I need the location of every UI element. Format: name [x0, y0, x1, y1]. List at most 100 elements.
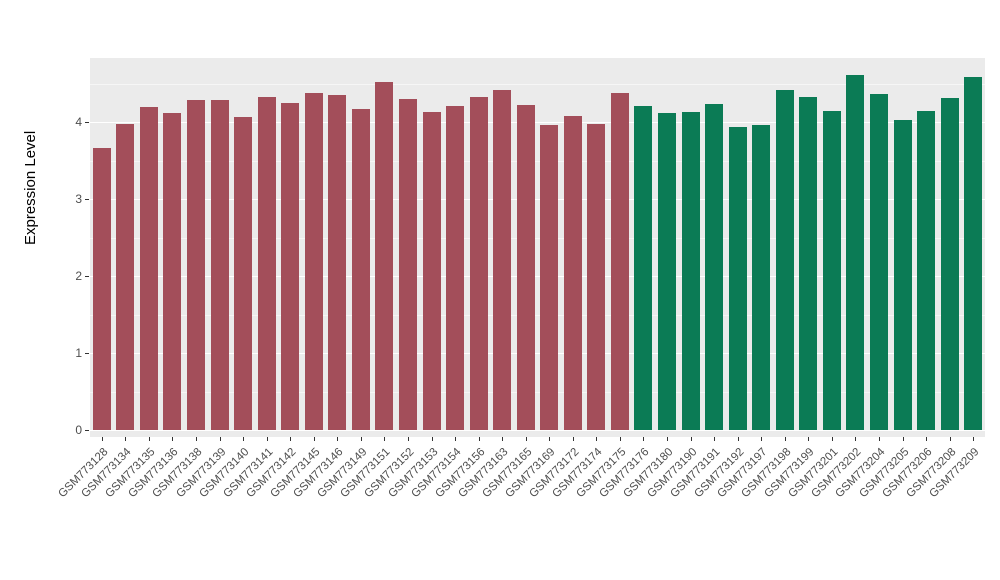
- y-tick-label: 4: [75, 115, 82, 129]
- bar: [281, 102, 300, 430]
- bar: [587, 123, 606, 430]
- bar: [940, 98, 959, 430]
- bar: [705, 104, 724, 430]
- y-tick-label: 0: [75, 423, 82, 437]
- x-tick-mark: [831, 437, 833, 441]
- x-tick-mark: [313, 437, 315, 441]
- bar: [681, 112, 700, 430]
- x-tick-mark: [973, 437, 975, 441]
- x-tick-mark: [172, 437, 174, 441]
- bar: [917, 111, 936, 430]
- gridline-minor: [90, 237, 985, 239]
- bar: [775, 90, 794, 430]
- x-tick-mark: [855, 437, 857, 441]
- x-tick-mark: [478, 437, 480, 441]
- gridline-minor: [90, 391, 985, 393]
- bar: [469, 96, 488, 430]
- bar: [234, 117, 253, 430]
- y-tick-label: 2: [75, 269, 82, 283]
- plot-panel: [90, 58, 985, 437]
- x-tick-mark: [243, 437, 245, 441]
- x-tick-mark: [879, 437, 880, 441]
- y-axis-title: Expression Level: [22, 130, 39, 245]
- bar: [822, 111, 841, 430]
- bar: [846, 75, 865, 430]
- x-tick-mark: [384, 437, 386, 441]
- x-tick-mark: [902, 437, 904, 441]
- bar: [139, 106, 158, 430]
- bar: [540, 125, 559, 430]
- bar: [493, 89, 512, 430]
- x-tick-mark: [101, 437, 103, 441]
- y-tick-mark: [85, 276, 89, 277]
- x-tick-mark: [549, 437, 551, 441]
- gridline-minor: [90, 160, 985, 162]
- x-tick-mark: [643, 437, 645, 441]
- gridline-major: [90, 276, 985, 277]
- y-tick-mark: [85, 199, 89, 200]
- x-tick-mark: [407, 437, 409, 441]
- bar: [870, 94, 888, 430]
- x-tick-mark: [219, 437, 221, 441]
- x-tick-mark: [596, 437, 598, 441]
- gridline-major: [90, 122, 985, 123]
- x-tick-mark: [690, 437, 692, 441]
- bar: [398, 98, 417, 430]
- bar: [328, 95, 347, 430]
- bar: [728, 126, 747, 430]
- x-tick-mark: [619, 437, 621, 441]
- x-tick-mark: [148, 437, 150, 441]
- bar: [752, 125, 771, 430]
- bar: [446, 105, 465, 430]
- y-tick-mark: [85, 430, 89, 431]
- gridline-minor: [90, 314, 985, 316]
- y-tick-mark: [85, 353, 89, 354]
- bar: [375, 81, 394, 430]
- bar: [658, 112, 677, 430]
- gridline-major: [90, 430, 985, 431]
- x-tick-mark: [502, 437, 504, 441]
- bar: [610, 92, 629, 430]
- x-tick-mark: [808, 437, 810, 441]
- bar: [634, 105, 653, 430]
- bar: [422, 112, 441, 430]
- bar: [893, 119, 912, 430]
- bar: [92, 148, 111, 430]
- bar: [351, 108, 370, 430]
- x-tick-mark: [949, 437, 951, 441]
- x-tick-mark: [525, 437, 527, 441]
- bar: [163, 112, 182, 430]
- bar: [257, 97, 276, 430]
- bars-layer: [90, 58, 985, 430]
- gridline-minor: [90, 83, 985, 85]
- y-tick-label: 3: [75, 192, 82, 206]
- y-tick-label: 1: [75, 346, 82, 360]
- bar: [964, 76, 983, 430]
- x-tick-mark: [761, 437, 763, 441]
- bar: [516, 105, 535, 430]
- y-tick-mark: [85, 122, 89, 123]
- x-tick-mark: [667, 437, 669, 441]
- bar: [116, 124, 135, 430]
- x-tick-mark: [737, 437, 739, 441]
- x-tick-mark: [266, 437, 268, 441]
- x-tick-mark: [290, 437, 292, 441]
- x-tick-mark: [714, 437, 716, 441]
- x-tick-mark: [431, 437, 433, 441]
- gridline-major: [90, 353, 985, 354]
- bar: [186, 100, 205, 430]
- x-tick-mark: [926, 437, 928, 441]
- bar: [799, 97, 818, 430]
- bar: [210, 100, 229, 430]
- x-tick-mark: [195, 437, 197, 441]
- bar: [304, 92, 323, 430]
- gridline-major: [90, 199, 985, 200]
- x-tick-mark: [360, 437, 362, 441]
- x-tick-mark: [337, 437, 339, 441]
- x-tick-mark: [572, 437, 574, 441]
- x-tick-mark: [125, 437, 127, 441]
- bar: [563, 115, 582, 430]
- x-tick-mark: [455, 437, 457, 441]
- x-tick-mark: [784, 437, 786, 441]
